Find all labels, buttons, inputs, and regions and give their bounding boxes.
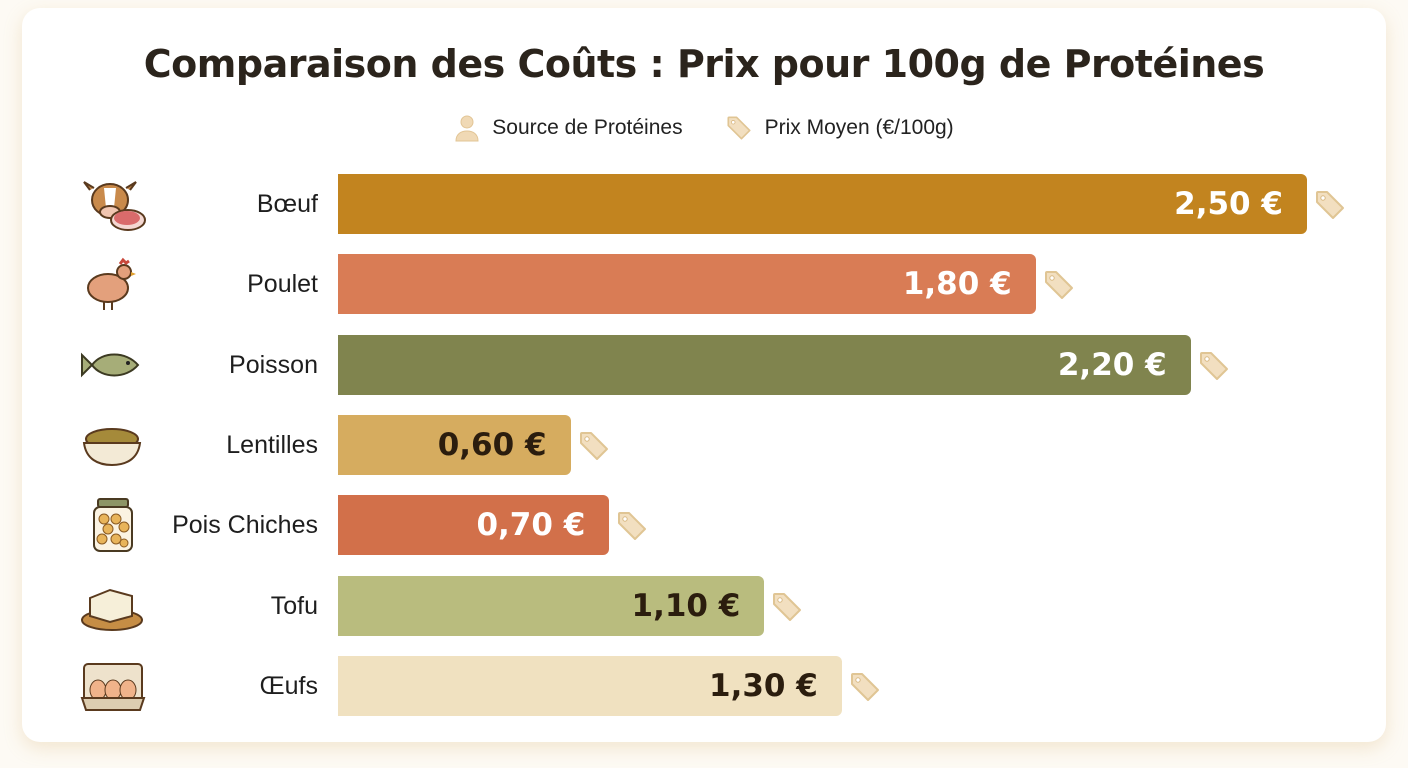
bar (338, 495, 610, 556)
value-label: 1,30 € (709, 667, 818, 704)
price-tag-icon (618, 512, 647, 541)
legend-item-source: Source de Protéines (454, 114, 683, 142)
price-tag-icon (1199, 351, 1228, 380)
chickpea-jar-icon (93, 498, 133, 553)
bar-row: Œufs 1,30 € (0, 655, 1408, 716)
value-label: 1,80 € (902, 266, 1012, 303)
legend-label: Source de Protéines (492, 116, 683, 139)
bar-row: Tofu 1,10 € (0, 575, 1408, 636)
category-label: Poisson (229, 350, 318, 379)
price-tag-icon (579, 431, 608, 460)
bar (338, 174, 1307, 234)
category-label: Tofu (270, 591, 318, 620)
value-label: 0,60 € (437, 426, 547, 463)
category-label: Œufs (259, 671, 318, 700)
tofu-icon (81, 588, 143, 631)
bar-row: Pois Chiches 0,70 € (0, 495, 1408, 556)
legend-label: Prix Moyen (€/100g) (764, 116, 954, 139)
chart-title: Comparaison des Coûts : Prix pour 100g d… (143, 42, 1265, 86)
legend: Source de Protéines Prix Moyen (€/100g) (0, 114, 1408, 142)
bar (338, 254, 1036, 315)
bar-row: Poisson 2,20 € (0, 334, 1408, 395)
bar-row: Poulet 1,80 € (0, 254, 1408, 315)
value-label: 0,70 € (476, 507, 586, 544)
lentil-bowl-icon (82, 427, 142, 466)
bar (338, 414, 571, 475)
bar-row: Bœuf 2,50 € (0, 174, 1408, 234)
value-label: 1,10 € (631, 587, 741, 624)
category-label: Poulet (247, 270, 318, 299)
person-icon (455, 115, 479, 142)
fish-icon (81, 352, 140, 378)
bar-row: Lentilles 0,60 € (0, 414, 1408, 475)
value-label: 2,50 € (1174, 186, 1283, 222)
bar (338, 334, 1191, 395)
price-tag-icon (773, 592, 802, 621)
category-label: Bœuf (256, 190, 318, 218)
category-label: Pois Chiches (172, 511, 318, 540)
category-label: Lentilles (226, 430, 318, 459)
egg-carton-icon (80, 662, 146, 711)
bar (338, 575, 765, 636)
price-tag-icon (850, 672, 879, 701)
value-label: 2,20 € (1057, 346, 1167, 383)
price-tag-icon (1316, 191, 1344, 219)
legend-item-price: Prix Moyen (€/100g) (725, 114, 954, 142)
price-tag-icon (727, 116, 751, 140)
cow-steak-icon (83, 181, 146, 231)
chicken-icon (87, 258, 136, 311)
price-tag-icon (1044, 271, 1073, 300)
bar (338, 655, 842, 716)
